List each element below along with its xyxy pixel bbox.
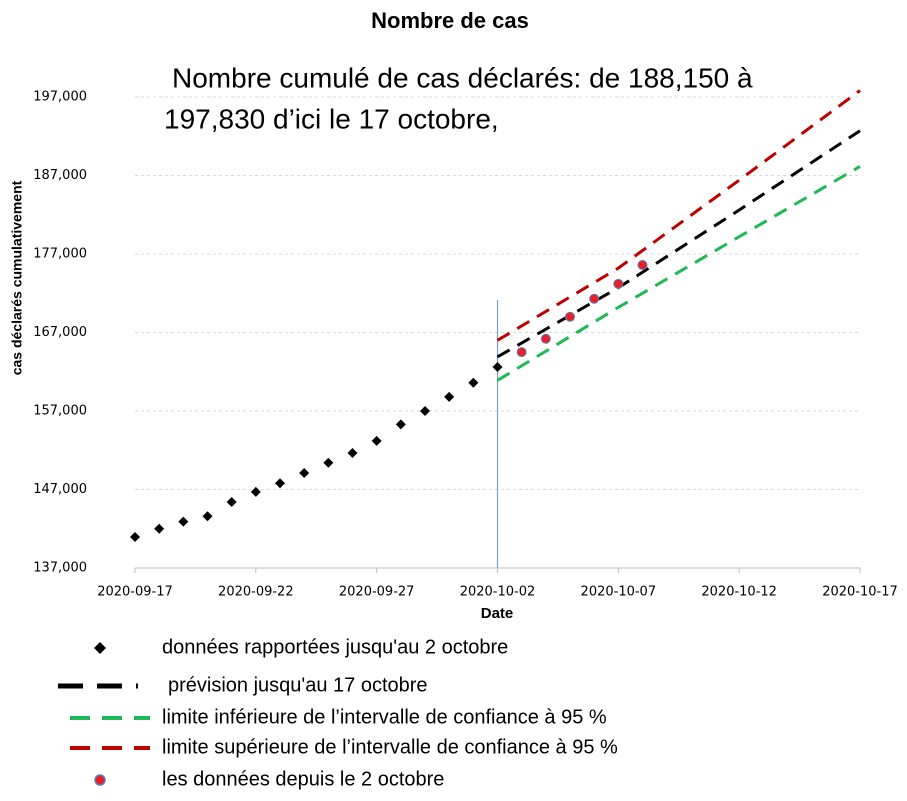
data-point	[371, 435, 382, 446]
x-tick-label: 2020-09-27	[339, 585, 415, 600]
data-point	[565, 311, 575, 322]
data-point	[226, 497, 237, 508]
data-point	[154, 523, 165, 534]
data-point	[468, 377, 479, 388]
chart-title: Nombre de cas	[371, 8, 529, 33]
x-tick-label: 2020-10-12	[701, 585, 777, 600]
x-axis-label: Date	[481, 605, 514, 622]
y-tick-label: 157,000	[33, 404, 87, 419]
y-tick-label: 197,000	[33, 90, 87, 105]
data-point	[420, 406, 430, 416]
y-tick-label: 187,000	[33, 168, 87, 183]
x-tick-label: 2020-10-17	[822, 585, 898, 600]
x-tick-label: 2020-10-07	[581, 585, 657, 600]
annotation: 197,830 d’ici le 17 octobre,	[164, 103, 499, 134]
legend-label: limite inférieure de l’intervalle de con…	[162, 706, 607, 728]
data-point	[202, 511, 213, 522]
data-point	[540, 333, 551, 344]
y-tick-label: 167,000	[33, 325, 87, 340]
x-tick-label: 2020-09-17	[97, 585, 173, 600]
y-tick-label: 137,000	[33, 561, 87, 576]
data-point	[613, 278, 624, 289]
legend-label: limite supérieure de l’intervalle de con…	[162, 736, 618, 758]
annotation: Nombre cumulé de cas déclarés: de 188,15…	[172, 62, 753, 93]
data-point	[347, 447, 358, 458]
y-tick-label: 147,000	[33, 482, 87, 497]
forecast-line	[496, 165, 861, 382]
data-point	[516, 347, 527, 358]
data-point	[492, 362, 503, 373]
data-point	[178, 516, 189, 527]
legend-label: données rapportées jusqu'au 2 octobre	[162, 636, 508, 658]
legend-label: les données depuis le 2 octobre	[162, 768, 444, 790]
x-tick-label: 2020-10-02	[460, 585, 536, 600]
y-axis-label: cas déclarés cumulativement	[9, 180, 25, 375]
data-point	[275, 478, 285, 489]
data-point	[637, 259, 648, 270]
forecast-line	[496, 129, 861, 359]
x-tick-label: 2020-09-22	[218, 585, 294, 600]
forecast-line	[496, 89, 861, 342]
legend-symbol	[94, 774, 106, 786]
data-point	[130, 531, 140, 542]
legend-symbol	[94, 642, 106, 654]
data-point	[444, 391, 455, 402]
data-point	[250, 486, 261, 497]
data-point	[589, 293, 600, 304]
legend-label: prévision jusqu'au 17 octobre	[168, 674, 428, 696]
data-point	[299, 468, 310, 479]
data-point	[395, 419, 406, 430]
y-tick-label: 177,000	[33, 247, 87, 262]
data-point	[323, 457, 334, 468]
